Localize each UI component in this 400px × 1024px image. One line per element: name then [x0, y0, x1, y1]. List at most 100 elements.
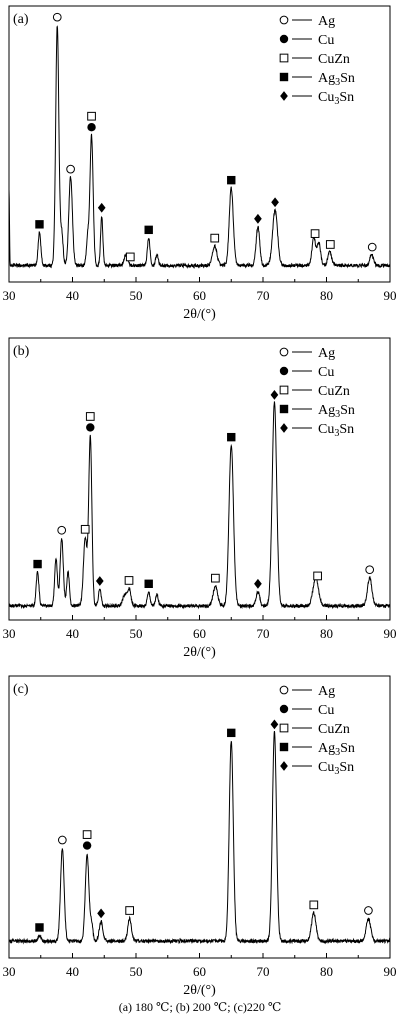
xrd-figure: 30 40 50 60 70 80 90 2θ/(°) (a) Ag Cu CuZn Ag3Sn Cu3S… [3, 5, 397, 998]
peak-marker-filled-diamond [95, 576, 104, 586]
peak-marker-open-circle [364, 906, 373, 915]
legend-label: Ag [318, 14, 335, 29]
x-axis-label: 2θ/(°) [183, 645, 216, 660]
peak-marker-filled-square [227, 175, 236, 185]
legend-label: CuZn [318, 722, 350, 737]
peak-marker-filled-diamond [270, 389, 279, 400]
legend: Ag Cu CuZn Ag3Sn Cu3Sn [279, 14, 355, 107]
peak-marker-filled-diamond [271, 197, 279, 208]
peak-marker-open-square [82, 830, 92, 839]
x-tick-label: 40 [66, 964, 79, 979]
x-tick-label: 60 [193, 964, 206, 979]
peak-marker-open-square [80, 524, 90, 534]
legend-marker-filled-diamond [280, 91, 288, 101]
peak-marker-filled-diamond [97, 202, 106, 213]
legend-marker-filled-circle [279, 704, 289, 714]
legend-marker-filled-square [279, 404, 289, 414]
peak-marker-filled-circle [86, 423, 95, 432]
panel-label: (a) [13, 12, 29, 27]
peak-marker-filled-square [144, 225, 153, 235]
legend: Ag Cu CuZn Ag3Sn Cu3Sn [279, 346, 355, 439]
x-tick-label: 30 [3, 288, 16, 303]
x-tick-label: 90 [384, 964, 397, 979]
xrd-trace [8, 401, 391, 610]
peak-marker-open-square [85, 412, 95, 421]
legend-label: Ag3Sn [318, 403, 355, 420]
x-tick-label: 70 [257, 964, 270, 979]
peak-marker-filled-diamond [97, 908, 105, 919]
peak-marker-open-square [325, 240, 335, 249]
legend-label: Ag3Sn [318, 741, 355, 758]
peak-marker-open-square [124, 576, 134, 585]
legend-marker-open-square [279, 723, 289, 733]
legend-label: Ag3Sn [318, 71, 355, 88]
peak-marker-filled-square [35, 220, 44, 229]
xrd-panel-1: 30 40 50 60 70 80 90 2θ/(°) (a) Ag Cu CuZn Ag3Sn Cu3S… [3, 5, 397, 322]
x-tick-label: 80 [320, 288, 333, 303]
peak-marker-open-square [310, 229, 320, 238]
plot-frame [8, 675, 391, 959]
legend-marker-open-circle [279, 347, 289, 357]
x-tick-label: 50 [130, 626, 143, 641]
legend-label: Cu [318, 703, 334, 718]
peak-marker-open-circle [367, 242, 377, 252]
x-tick-label: 30 [3, 964, 16, 979]
xrd-trace [8, 730, 391, 945]
x-tick-label: 50 [130, 964, 143, 979]
legend-marker-filled-circle [279, 34, 289, 44]
legend-label: CuZn [318, 52, 350, 67]
peak-marker-filled-square [35, 923, 44, 932]
peak-marker-open-square [125, 252, 135, 262]
legend-label: Cu3Sn [318, 760, 354, 777]
x-tick-label: 50 [130, 288, 143, 303]
x-tick-label: 70 [257, 288, 270, 303]
x-tick-label: 60 [193, 626, 206, 641]
figure-caption: (a) 180 ℃; (b) 200 ℃; (c)220 ℃ [118, 1000, 282, 1014]
peak-marker-filled-circle [87, 123, 96, 132]
x-tick-label: 80 [320, 964, 333, 979]
peak-marker-open-square [87, 111, 96, 121]
x-tick-label: 60 [193, 288, 206, 303]
peak-marker-filled-diamond [254, 213, 262, 224]
peak-marker-filled-diamond [270, 719, 279, 730]
x-axis-label: 2θ/(°) [183, 983, 216, 998]
xrd-panel-2: 30 40 50 60 70 80 90 2θ/(°) (b) Ag Cu CuZn Ag3Sn Cu3S… [3, 337, 397, 660]
peak-marker-filled-square [144, 579, 153, 588]
x-tick-label: 90 [384, 626, 397, 641]
legend-marker-open-square [279, 385, 289, 395]
xrd-trace [8, 25, 391, 270]
peak-marker-open-circle [57, 835, 67, 845]
legend-label: Ag [318, 684, 335, 699]
peak-marker-open-circle [365, 565, 375, 575]
peak-marker-open-square [125, 906, 135, 915]
peak-marker-filled-square [227, 728, 236, 738]
legend-marker-filled-diamond [280, 423, 288, 433]
xrd-panel-3: 30 40 50 60 70 80 90 2θ/(°) (c) Ag Cu CuZn Ag3Sn Cu3S… [3, 675, 397, 998]
x-tick-label: 30 [3, 626, 16, 641]
legend-marker-open-square [279, 53, 289, 63]
x-axis-label: 2θ/(°) [183, 307, 216, 322]
x-tick-label: 40 [66, 288, 79, 303]
peak-marker-open-square [309, 900, 319, 910]
legend-label: Cu3Sn [318, 90, 354, 107]
peak-marker-filled-circle [82, 841, 92, 850]
x-tick-label: 90 [384, 288, 397, 303]
legend-marker-filled-square [279, 72, 289, 82]
peak-marker-open-square [211, 573, 220, 583]
legend-label: Cu [318, 365, 334, 380]
legend-marker-open-circle [279, 15, 289, 25]
legend: Ag Cu CuZn Ag3Sn Cu3Sn [279, 684, 355, 777]
legend-label: Ag [318, 346, 335, 361]
plot-frame [8, 337, 391, 621]
legend-marker-open-circle [279, 685, 289, 695]
peak-marker-open-circle [57, 525, 67, 535]
peak-marker-filled-diamond [254, 578, 262, 589]
legend-marker-filled-diamond [280, 761, 288, 771]
peak-marker-open-square [210, 233, 220, 243]
peak-marker-filled-square [33, 559, 42, 569]
legend-label: Cu [318, 33, 334, 48]
legend-label: CuZn [318, 384, 350, 399]
x-tick-label: 80 [320, 626, 333, 641]
x-tick-label: 40 [66, 626, 79, 641]
peak-marker-open-circle [66, 164, 75, 174]
